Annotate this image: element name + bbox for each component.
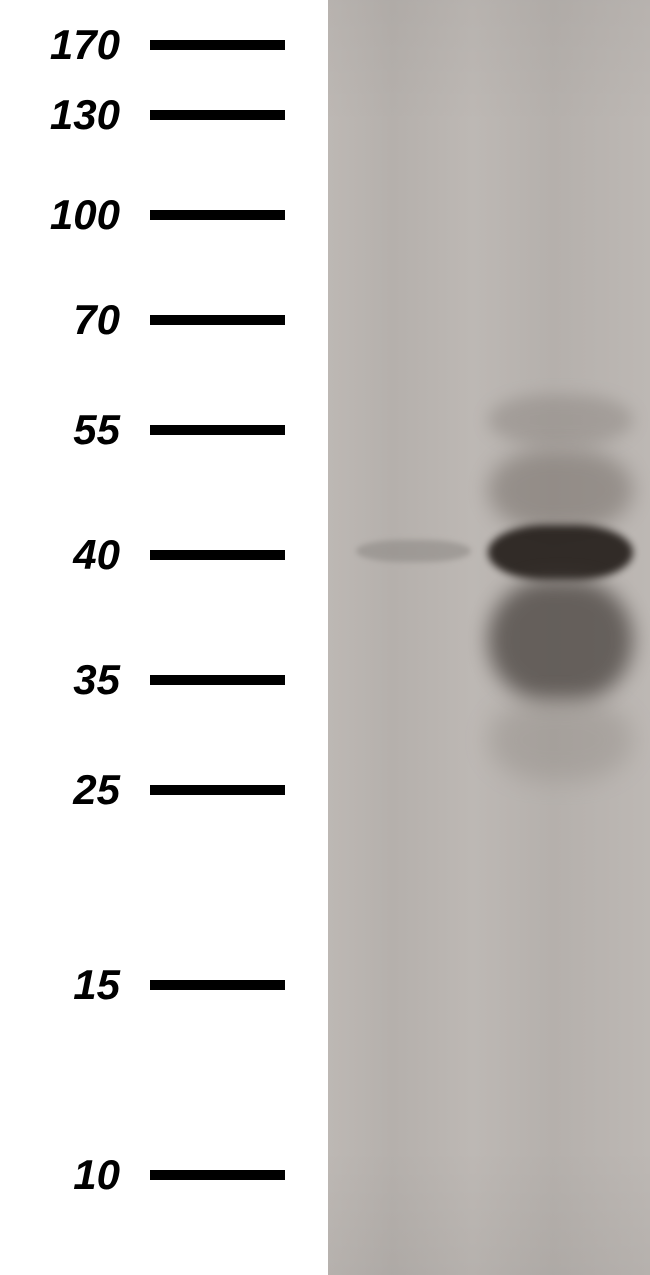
ladder-tick-15	[150, 980, 285, 990]
ladder-tick-130	[150, 110, 285, 120]
ladder-label-40: 40	[10, 531, 120, 579]
ladder-label-100: 100	[10, 191, 120, 239]
lane-2-band-1	[488, 450, 633, 530]
lane-2-band-4	[488, 700, 633, 780]
ladder-label-130: 130	[10, 91, 120, 139]
lane-2-band-3	[488, 580, 633, 700]
ladder-tick-55	[150, 425, 285, 435]
ladder-label-25: 25	[10, 766, 120, 814]
ladder-label-170: 170	[10, 21, 120, 69]
ladder-label-10: 10	[10, 1151, 120, 1199]
ladder-tick-35	[150, 675, 285, 685]
ladder-label-70: 70	[10, 296, 120, 344]
ladder-label-15: 15	[10, 961, 120, 1009]
ladder-tick-10	[150, 1170, 285, 1180]
lane-2-band-0	[488, 395, 633, 445]
ladder-tick-100	[150, 210, 285, 220]
lane-1-band-0	[356, 540, 471, 562]
blot-figure: 170 130 100 70 55 40 35 25 15 10	[0, 0, 650, 1275]
ladder-tick-70	[150, 315, 285, 325]
lane-2-band-2	[488, 525, 633, 580]
ladder-tick-25	[150, 785, 285, 795]
ladder-label-35: 35	[10, 656, 120, 704]
ladder-tick-40	[150, 550, 285, 560]
blot-membrane	[328, 0, 650, 1275]
ladder-label-55: 55	[10, 406, 120, 454]
ladder-tick-170	[150, 40, 285, 50]
